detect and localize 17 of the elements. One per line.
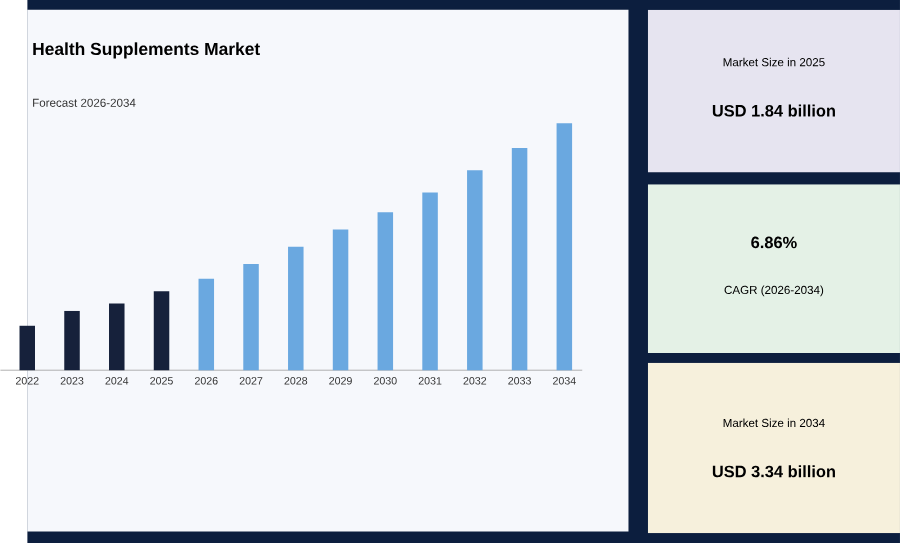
bar xyxy=(467,170,483,371)
bar xyxy=(153,291,170,371)
text: 6.86% xyxy=(751,237,797,249)
bar xyxy=(19,326,36,371)
bar xyxy=(511,148,528,371)
bar xyxy=(243,264,259,371)
bar xyxy=(288,247,304,371)
bar xyxy=(64,311,80,371)
chart-title: Health Supplements Market xyxy=(33,42,260,59)
bar xyxy=(377,212,394,371)
bar xyxy=(109,304,125,371)
bar xyxy=(332,229,349,371)
bar xyxy=(198,279,215,371)
text: USD 1.84 billion xyxy=(712,104,835,118)
bar xyxy=(556,123,573,371)
text: USD 3.34 billion xyxy=(712,465,835,478)
bar xyxy=(422,192,438,371)
